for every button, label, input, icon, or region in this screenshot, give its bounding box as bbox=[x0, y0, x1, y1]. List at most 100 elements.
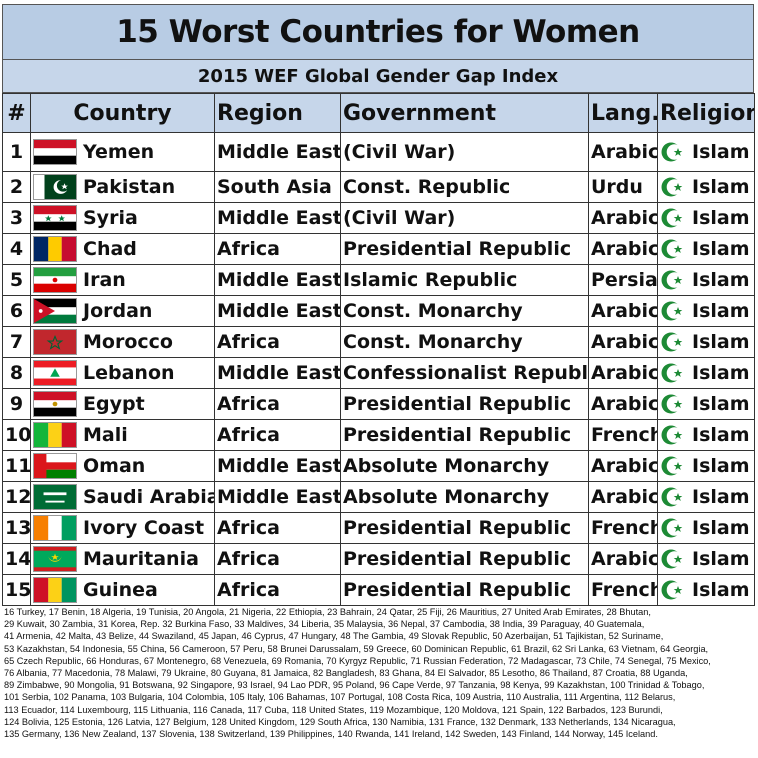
oman-flag-icon bbox=[33, 453, 77, 479]
country-cell: Yemen bbox=[30, 132, 215, 172]
government-cell: Presidential Republic bbox=[340, 543, 589, 575]
rank-cell: 5 bbox=[2, 264, 31, 296]
ivory-coast-flag-icon bbox=[33, 515, 77, 541]
region-cell: Africa bbox=[214, 326, 341, 358]
government-cell: Confessionalist Republic bbox=[340, 357, 589, 389]
guinea-flag-icon bbox=[33, 577, 77, 603]
footer-line: 53 Kazakhstan, 54 Indonesia, 55 China, 5… bbox=[4, 643, 709, 654]
religion-cell: Islam bbox=[657, 202, 755, 234]
language-cell: Persian bbox=[588, 264, 658, 296]
government-cell: Absolute Monarchy bbox=[340, 450, 589, 482]
country-name: Jordan bbox=[83, 299, 153, 322]
rank-cell: 4 bbox=[2, 233, 31, 265]
religion-cell: Islam bbox=[657, 388, 755, 420]
government-cell: Const. Republic bbox=[340, 171, 589, 203]
crescent-moon-icon bbox=[661, 425, 683, 445]
subtitle-banner: 2015 WEF Global Gender Gap Index bbox=[2, 60, 754, 93]
religion-cell: Islam bbox=[657, 171, 755, 203]
country-cell: Saudi Arabia bbox=[30, 481, 215, 513]
page-subtitle: 2015 WEF Global Gender Gap Index bbox=[197, 65, 559, 87]
language-cell: Arabic bbox=[588, 132, 658, 172]
table-row: 3 Syria Middle East (Civil War) Arabic Islam bbox=[2, 202, 755, 234]
table-row: 11 Oman Middle East Absolute Monarchy Arabic… bbox=[2, 450, 755, 482]
country-name: Saudi Arabia bbox=[83, 485, 215, 508]
language-cell: Arabic bbox=[588, 481, 658, 513]
government-cell: (Civil War) bbox=[340, 132, 589, 172]
country-cell: Jordan bbox=[30, 295, 215, 327]
religion-cell: Islam bbox=[657, 295, 755, 327]
country-name: Chad bbox=[83, 237, 137, 260]
crescent-moon-icon bbox=[661, 487, 683, 507]
countries-table: # Country Region Government Lang. Religi… bbox=[2, 93, 755, 606]
religion-cell: Islam bbox=[657, 357, 755, 389]
table-row: 14 Mauritania Africa Presidential Republic A… bbox=[2, 543, 755, 575]
crescent-moon-icon bbox=[661, 518, 683, 538]
region-cell: Africa bbox=[214, 419, 341, 451]
country-name: Lebanon bbox=[83, 361, 175, 384]
footer-line: 76 Albania, 77 Macedonia, 78 Malawi, 79 … bbox=[4, 668, 688, 679]
country-cell: Egypt bbox=[30, 388, 215, 420]
country-cell: Pakistan bbox=[30, 171, 215, 203]
government-cell: Presidential Republic bbox=[340, 512, 589, 544]
footer-line: 41 Armenia, 42 Malta, 43 Belize, 44 Swaz… bbox=[4, 631, 664, 642]
crescent-moon-icon bbox=[661, 394, 683, 414]
iran-flag-icon bbox=[33, 267, 77, 293]
table-row: 15 Guinea Africa Presidential Republic Frenc… bbox=[2, 574, 755, 606]
language-cell: French bbox=[588, 419, 658, 451]
crescent-moon-icon bbox=[661, 177, 683, 197]
rank-cell: 2 bbox=[2, 171, 31, 203]
country-cell: Syria bbox=[30, 202, 215, 234]
crescent-moon-icon bbox=[661, 142, 683, 162]
rank-cell: 14 bbox=[2, 543, 31, 575]
rank-cell: 15 bbox=[2, 574, 31, 606]
country-name: Guinea bbox=[83, 578, 158, 601]
religion-name: Islam bbox=[692, 330, 750, 353]
rank-cell: 11 bbox=[2, 450, 31, 482]
government-cell: Const. Monarchy bbox=[340, 326, 589, 358]
religion-cell: Islam bbox=[657, 574, 755, 606]
region-cell: Middle East bbox=[214, 132, 341, 172]
table-row: 6 Jordan Middle East Const. Monarchy Arabic I… bbox=[2, 295, 755, 327]
crescent-moon-icon bbox=[661, 549, 683, 569]
region-cell: Africa bbox=[214, 512, 341, 544]
country-name: Pakistan bbox=[83, 175, 176, 198]
page-title: 15 Worst Countries for Women bbox=[116, 14, 640, 50]
language-cell: Arabic bbox=[588, 295, 658, 327]
footer-line: 113 Ecuador, 114 Luxembourg, 115 Lithuan… bbox=[4, 704, 663, 715]
government-cell: Presidential Republic bbox=[340, 388, 589, 420]
syria-flag-icon bbox=[33, 205, 77, 231]
language-cell: Arabic bbox=[588, 202, 658, 234]
crescent-moon-icon bbox=[661, 270, 683, 290]
crescent-moon-icon bbox=[661, 301, 683, 321]
religion-name: Islam bbox=[692, 485, 750, 508]
footer-line: 135 Germany, 136 New Zealand, 137 Sloven… bbox=[4, 729, 658, 740]
country-name: Ivory Coast bbox=[83, 516, 205, 539]
header-language: Lang. bbox=[588, 93, 658, 133]
footer-line: 29 Kuwait, 30 Zambia, 31 Korea, Rep. 32 … bbox=[4, 619, 645, 630]
region-cell: Africa bbox=[214, 543, 341, 575]
footer-line: 89 Zimbabwe, 90 Mongolia, 91 Botswana, 9… bbox=[4, 680, 705, 691]
religion-cell: Islam bbox=[657, 233, 755, 265]
language-cell: Arabic bbox=[588, 450, 658, 482]
religion-name: Islam bbox=[692, 454, 750, 477]
header-religion: Religion bbox=[657, 93, 755, 133]
country-cell: Guinea bbox=[30, 574, 215, 606]
language-cell: French bbox=[588, 512, 658, 544]
crescent-moon-icon bbox=[661, 332, 683, 352]
government-cell: Presidential Republic bbox=[340, 233, 589, 265]
country-cell: Mali bbox=[30, 419, 215, 451]
rank-cell: 9 bbox=[2, 388, 31, 420]
header-region: Region bbox=[214, 93, 341, 133]
religion-name: Islam bbox=[692, 175, 750, 198]
footer-line: 65 Czech Republic, 66 Honduras, 67 Monte… bbox=[4, 655, 711, 666]
government-cell: Presidential Republic bbox=[340, 419, 589, 451]
crescent-moon-icon bbox=[661, 239, 683, 259]
country-cell: Iran bbox=[30, 264, 215, 296]
religion-name: Islam bbox=[692, 268, 750, 291]
yemen-flag-icon bbox=[33, 139, 77, 165]
region-cell: Middle East bbox=[214, 264, 341, 296]
religion-cell: Islam bbox=[657, 419, 755, 451]
government-cell: Absolute Monarchy bbox=[340, 481, 589, 513]
government-cell: Islamic Republic bbox=[340, 264, 589, 296]
